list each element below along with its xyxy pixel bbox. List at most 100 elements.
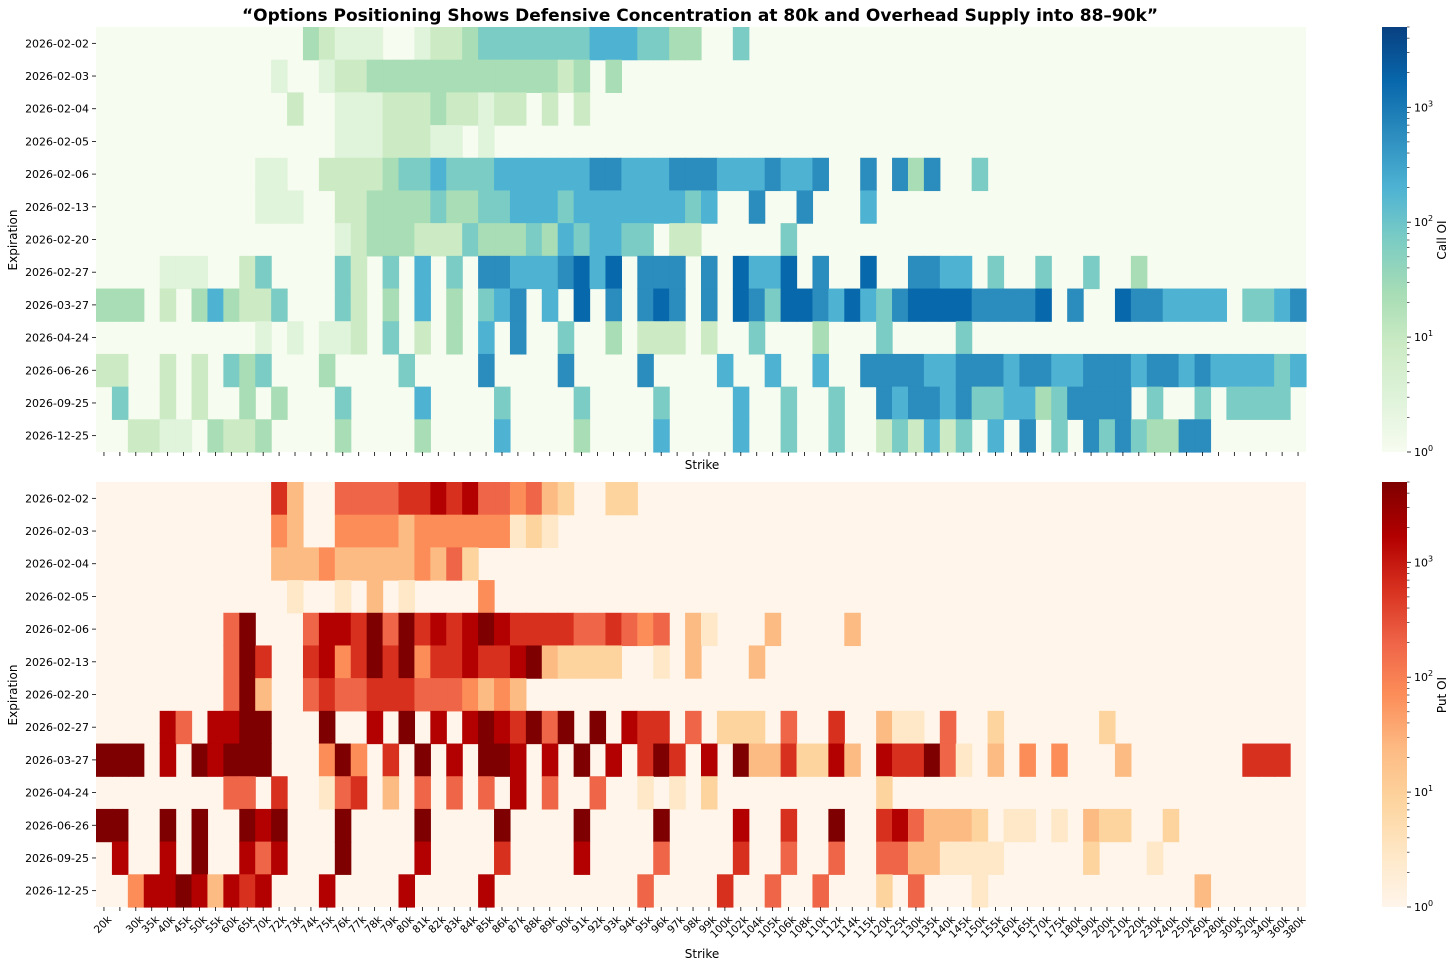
heatmap-cell bbox=[494, 514, 511, 548]
heatmap-cell bbox=[605, 645, 622, 679]
heatmap-cell bbox=[955, 321, 973, 355]
heatmap-cell bbox=[334, 580, 352, 614]
heatmap-cell bbox=[1003, 386, 1021, 420]
heatmap-cell bbox=[828, 808, 845, 843]
heatmap-cell bbox=[398, 125, 416, 159]
heatmap-cell bbox=[366, 547, 384, 581]
expiration-tick-label: 2026-12-25 bbox=[25, 430, 89, 443]
heatmap-cell bbox=[1051, 743, 1068, 777]
heatmap-cell bbox=[318, 27, 336, 61]
heatmap-cell bbox=[382, 743, 400, 777]
colorbar-tick-label: 102 bbox=[1414, 214, 1433, 229]
heatmap-cell bbox=[573, 223, 591, 257]
heatmap-cell bbox=[350, 190, 368, 224]
heatmap-cell bbox=[1226, 386, 1243, 420]
heatmap-cell bbox=[669, 157, 686, 192]
heatmap-cell bbox=[1083, 841, 1100, 875]
heatmap-cell bbox=[1242, 353, 1259, 388]
heatmap-cell bbox=[398, 482, 416, 516]
heatmap-cell bbox=[446, 547, 463, 581]
heatmap-cell bbox=[302, 547, 320, 581]
heatmap-cell bbox=[239, 645, 256, 679]
heatmap-cell bbox=[1274, 288, 1291, 322]
heatmap-cell bbox=[669, 27, 686, 61]
expiration-tick-label: 2026-12-25 bbox=[25, 885, 89, 898]
heatmap-cell bbox=[541, 255, 559, 290]
heatmap-cell bbox=[239, 419, 256, 453]
heatmap-cell bbox=[1099, 353, 1116, 388]
heatmap-cell bbox=[271, 482, 288, 516]
heatmap-cell bbox=[987, 288, 1005, 322]
heatmap-cell bbox=[271, 808, 288, 843]
heatmap-cell bbox=[350, 514, 368, 548]
heatmap-cell bbox=[1194, 386, 1212, 420]
heatmap-cell bbox=[509, 645, 527, 679]
heatmap-cell bbox=[255, 157, 272, 192]
heatmap-cell bbox=[828, 710, 845, 745]
heatmap-cell bbox=[939, 710, 957, 745]
heatmap-cell bbox=[653, 645, 670, 679]
heatmap-cell bbox=[398, 514, 416, 548]
heatmap-cell bbox=[541, 645, 559, 679]
heatmap-cell bbox=[1242, 386, 1259, 420]
heatmap-cell bbox=[271, 776, 288, 810]
call-y-tick-labels: 2026-02-02 2026-02-03 2026-02-04 2026-02-05… bbox=[25, 37, 96, 443]
heatmap-cell bbox=[494, 482, 511, 516]
heatmap-cell bbox=[748, 743, 766, 777]
heatmap-cell bbox=[557, 157, 575, 192]
call-y-axis-label: Expiration bbox=[6, 210, 20, 271]
expiration-tick-label: 2026-02-06 bbox=[25, 168, 89, 181]
heatmap-cell bbox=[1067, 386, 1084, 420]
heatmap-cell bbox=[96, 743, 113, 777]
heatmap-cell bbox=[350, 255, 368, 290]
heatmap-cell bbox=[159, 255, 177, 290]
expiration-tick-label: 2026-02-13 bbox=[25, 201, 89, 214]
heatmap-cell bbox=[207, 288, 224, 322]
heatmap-cell bbox=[764, 353, 782, 388]
heatmap-cell bbox=[302, 612, 320, 647]
heatmap-cell bbox=[955, 841, 973, 875]
heatmap-cell bbox=[509, 321, 527, 355]
heatmap-cell bbox=[446, 776, 463, 810]
expiration-tick-label: 2026-04-24 bbox=[25, 332, 89, 345]
heatmap-cell bbox=[637, 288, 654, 322]
heatmap-cell bbox=[382, 255, 400, 290]
heatmap-cell bbox=[780, 157, 798, 192]
heatmap-cell bbox=[366, 710, 384, 745]
heatmap-cell bbox=[478, 288, 495, 322]
expiration-tick-label: 2026-02-13 bbox=[25, 656, 89, 669]
heatmap-cell bbox=[446, 288, 463, 322]
heatmap-cell bbox=[653, 27, 670, 61]
heatmap-cell bbox=[987, 386, 1005, 420]
heatmap-cell bbox=[191, 808, 209, 843]
heatmap-cell bbox=[494, 92, 511, 126]
heatmap-cell bbox=[1035, 353, 1052, 388]
heatmap-cell bbox=[605, 255, 622, 290]
heatmap-cell bbox=[939, 841, 957, 875]
heatmap-cell bbox=[573, 808, 591, 843]
heatmap-cell bbox=[334, 776, 352, 810]
heatmap-cell bbox=[478, 580, 495, 614]
heatmap-cell bbox=[637, 223, 654, 257]
heatmap-cell bbox=[892, 386, 909, 420]
heatmap-cell bbox=[334, 678, 352, 712]
heatmap-cell bbox=[509, 190, 527, 224]
heatmap-cell bbox=[541, 288, 559, 322]
heatmap-cell bbox=[350, 776, 368, 810]
heatmap-cell bbox=[414, 92, 431, 126]
heatmap-cell bbox=[318, 353, 336, 388]
heatmap-cell bbox=[669, 190, 686, 224]
heatmap-cell bbox=[1114, 386, 1132, 420]
put-y-tick-labels: 2026-02-02 2026-02-03 2026-02-04 2026-02-05… bbox=[25, 492, 96, 898]
heatmap-cell bbox=[334, 419, 352, 453]
heatmap-cell bbox=[191, 288, 209, 322]
heatmap-cell bbox=[1194, 353, 1212, 388]
heatmap-cell bbox=[764, 157, 782, 192]
heatmap-cell bbox=[557, 612, 575, 647]
heatmap-cell bbox=[223, 612, 240, 647]
heatmap-cell bbox=[366, 125, 384, 159]
heatmap-cell bbox=[1162, 288, 1180, 322]
heatmap-cell bbox=[398, 547, 416, 581]
heatmap-cell bbox=[987, 353, 1005, 388]
heatmap-cell bbox=[127, 288, 145, 322]
